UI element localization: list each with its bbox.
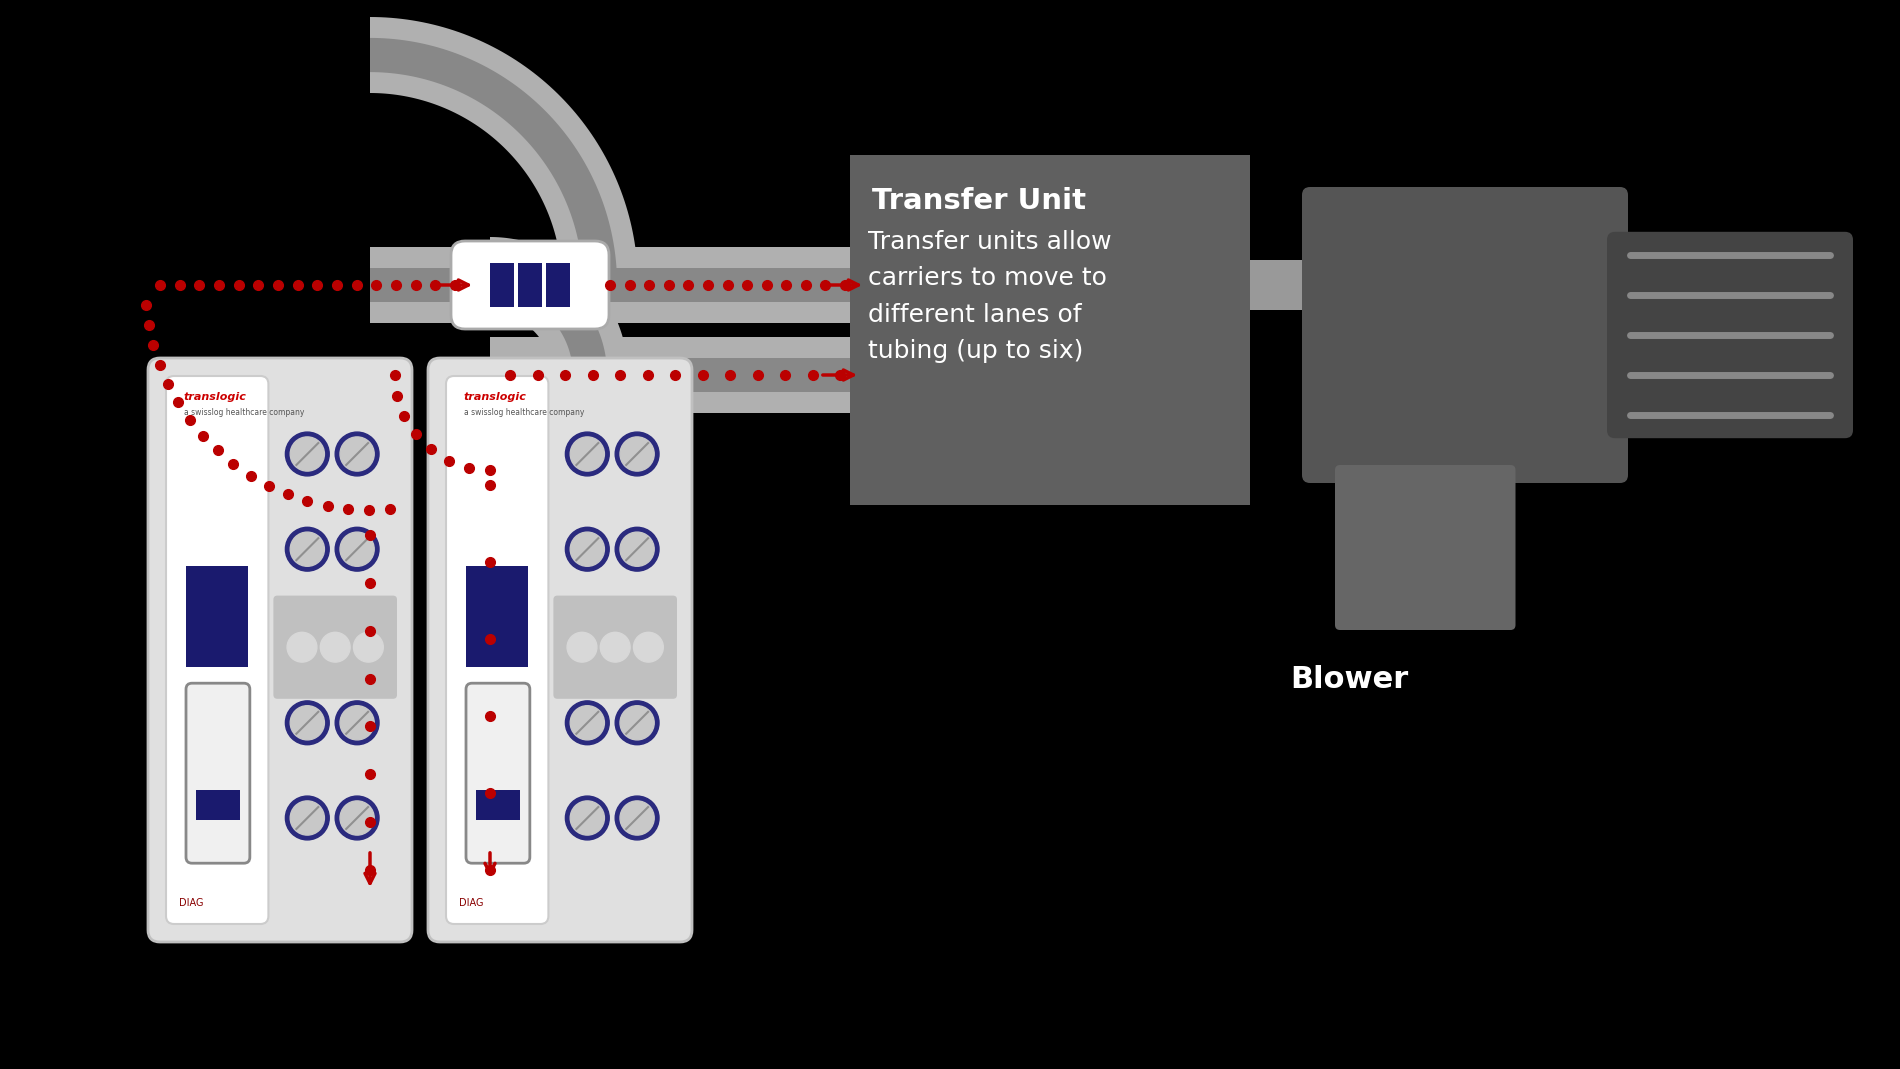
FancyBboxPatch shape xyxy=(466,683,530,863)
FancyBboxPatch shape xyxy=(1607,232,1852,438)
Bar xyxy=(849,155,1250,505)
FancyBboxPatch shape xyxy=(1336,465,1516,630)
Circle shape xyxy=(353,632,384,662)
Circle shape xyxy=(334,432,378,476)
Bar xyxy=(490,358,870,392)
Circle shape xyxy=(566,796,610,840)
Circle shape xyxy=(321,632,350,662)
Polygon shape xyxy=(370,17,638,285)
Circle shape xyxy=(619,437,654,471)
Circle shape xyxy=(291,532,325,567)
Circle shape xyxy=(619,532,654,567)
FancyBboxPatch shape xyxy=(450,241,610,329)
Bar xyxy=(186,566,249,667)
Bar xyxy=(490,263,515,307)
Circle shape xyxy=(616,796,659,840)
FancyBboxPatch shape xyxy=(274,595,397,699)
FancyBboxPatch shape xyxy=(428,358,692,942)
Circle shape xyxy=(570,532,604,567)
Text: DIAG: DIAG xyxy=(179,898,203,908)
Circle shape xyxy=(570,437,604,471)
Circle shape xyxy=(334,701,378,745)
Polygon shape xyxy=(490,237,629,375)
FancyBboxPatch shape xyxy=(446,376,549,924)
FancyBboxPatch shape xyxy=(186,683,249,863)
Circle shape xyxy=(570,801,604,835)
Circle shape xyxy=(340,437,374,471)
Circle shape xyxy=(291,706,325,740)
Bar xyxy=(473,437,507,940)
Circle shape xyxy=(285,432,329,476)
Bar xyxy=(370,268,870,303)
FancyBboxPatch shape xyxy=(148,358,412,942)
Bar xyxy=(477,790,521,820)
Bar xyxy=(353,477,388,940)
Circle shape xyxy=(291,801,325,835)
Text: translogic: translogic xyxy=(464,392,526,402)
Circle shape xyxy=(616,432,659,476)
Text: Transfer units allow
carriers to move to
different lanes of
tubing (up to six): Transfer units allow carriers to move to… xyxy=(868,230,1112,363)
Bar xyxy=(870,268,1201,303)
Circle shape xyxy=(566,527,610,571)
Circle shape xyxy=(619,706,654,740)
Bar xyxy=(1201,260,1309,310)
Bar xyxy=(519,263,542,307)
Circle shape xyxy=(285,701,329,745)
Bar xyxy=(545,263,570,307)
Circle shape xyxy=(285,527,329,571)
Circle shape xyxy=(570,706,604,740)
Bar xyxy=(870,247,1201,323)
Polygon shape xyxy=(370,37,618,285)
FancyBboxPatch shape xyxy=(1302,187,1628,483)
FancyBboxPatch shape xyxy=(553,595,676,699)
Text: Transfer Unit: Transfer Unit xyxy=(872,187,1087,215)
Circle shape xyxy=(285,796,329,840)
Circle shape xyxy=(616,527,659,571)
Circle shape xyxy=(566,632,597,662)
Bar xyxy=(466,566,528,667)
Circle shape xyxy=(334,527,378,571)
Circle shape xyxy=(616,701,659,745)
Circle shape xyxy=(566,432,610,476)
Bar xyxy=(370,247,870,323)
Circle shape xyxy=(291,437,325,471)
Polygon shape xyxy=(490,258,608,375)
Bar xyxy=(452,437,528,940)
Circle shape xyxy=(600,632,631,662)
Bar xyxy=(490,337,870,413)
Circle shape xyxy=(340,801,374,835)
Circle shape xyxy=(566,701,610,745)
Text: a swisslog healthcare company: a swisslog healthcare company xyxy=(184,408,304,417)
Circle shape xyxy=(334,796,378,840)
Circle shape xyxy=(340,532,374,567)
Text: Blower: Blower xyxy=(1290,665,1408,694)
Circle shape xyxy=(340,706,374,740)
Text: DIAG: DIAG xyxy=(460,898,483,908)
Bar xyxy=(196,790,239,820)
Circle shape xyxy=(633,632,663,662)
Circle shape xyxy=(619,801,654,835)
Text: translogic: translogic xyxy=(184,392,247,402)
FancyBboxPatch shape xyxy=(165,376,268,924)
Circle shape xyxy=(287,632,317,662)
Bar xyxy=(332,477,408,940)
Text: a swisslog healthcare company: a swisslog healthcare company xyxy=(464,408,585,417)
